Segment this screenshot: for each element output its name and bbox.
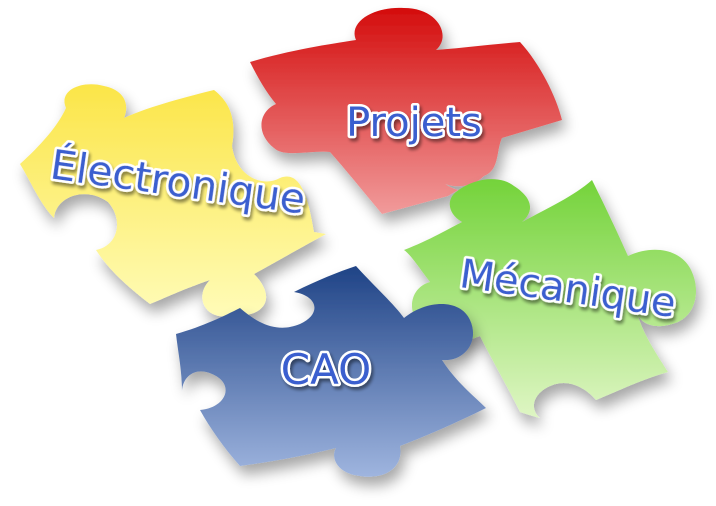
puzzle-piece-cao (176, 266, 486, 477)
puzzle-piece-electronique (20, 84, 326, 317)
label-cao: CAO (281, 345, 371, 394)
label-projets: Projets (346, 100, 482, 146)
puzzle-piece-projets (250, 7, 562, 215)
puzzle-piece-mecanique (404, 179, 696, 418)
